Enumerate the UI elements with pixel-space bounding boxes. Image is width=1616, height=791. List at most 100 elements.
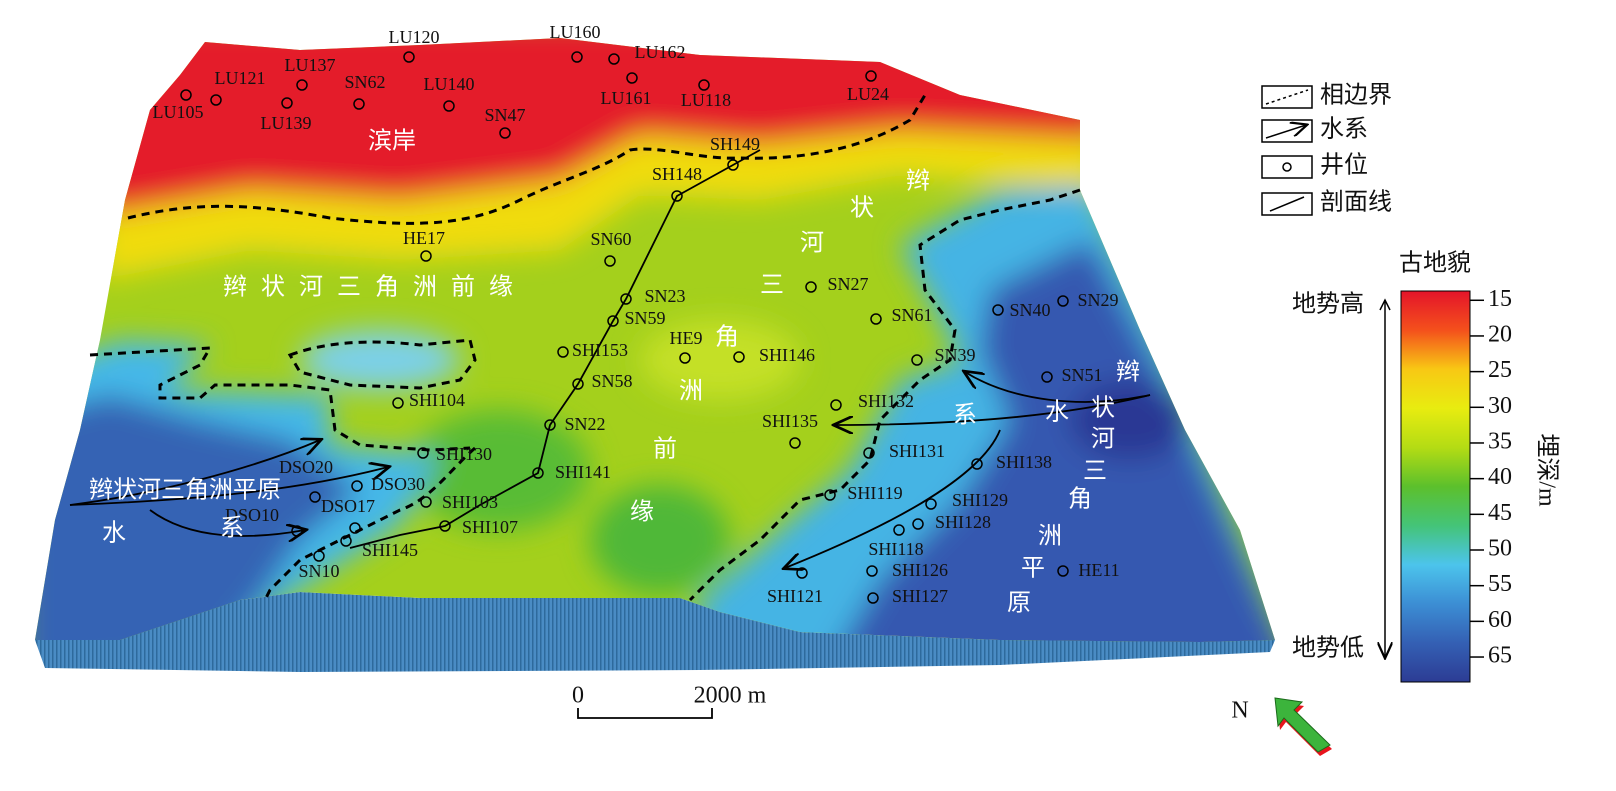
well-marker [789,437,801,449]
well-label: SHI131 [889,441,945,461]
facies-char: 洲 [679,379,703,405]
well-marker [420,250,432,262]
well-marker [911,354,923,366]
well-label: SHI107 [462,517,518,537]
well-label: SN51 [1061,365,1102,385]
facies-boundary [89,94,1081,602]
facies-char: 辫 [906,168,930,195]
well-label: LU160 [550,22,601,42]
facies-char: 状 [850,195,874,222]
well-marker [608,53,620,65]
well-marker [679,352,691,364]
well-label: HE9 [670,328,703,348]
colorbar-tick-label: 45 [1488,500,1512,526]
well-label: LU139 [261,113,312,133]
facies-char: 前 [653,436,677,463]
well-label: DSO10 [225,505,279,525]
well-label: LU24 [847,84,889,104]
well-marker [296,79,308,91]
well-marker [392,397,404,409]
well-marker [499,127,511,139]
well-marker [866,565,878,577]
well-label: SHI126 [892,560,948,580]
well-marker [893,524,905,536]
facies-label: 滨岸 [368,128,416,155]
well-label: SHI146 [759,345,815,365]
well-marker [532,467,544,479]
well-marker [824,489,836,501]
well-marker [1041,371,1053,383]
colorbar-tick-label: 30 [1488,393,1512,419]
scale-bar [577,708,713,719]
well-marker [210,94,222,106]
well-label: SHI119 [847,483,902,503]
water-system-label: 水 [102,520,126,547]
well-marker [830,399,842,411]
colorbar-tick-label: 65 [1488,643,1512,669]
well-marker [912,518,924,530]
colorbar-tick-label: 50 [1488,536,1512,562]
well-marker [353,98,365,110]
well-label: LU161 [601,88,652,108]
well-marker [291,525,303,537]
well-marker [733,351,745,363]
colorbar-tick-label: 20 [1488,321,1512,347]
well-label: LU137 [285,55,336,75]
well-marker [439,520,451,532]
facies-char: 辫 [1116,359,1140,386]
scale-end: 2000 m [694,683,767,709]
well-label: SHI138 [996,452,1052,472]
high-label: 地势高 [1292,291,1364,318]
facies-char: 状 [1091,395,1115,422]
well-label: SN59 [624,308,665,328]
well-marker [698,79,710,91]
colorbar-tick-label: 40 [1488,464,1512,490]
well-label: SHI118 [868,539,923,559]
well-marker [805,281,817,293]
colorbar-tick-label: 55 [1488,571,1512,597]
well-label: SN40 [1009,300,1050,320]
section-line [349,149,761,549]
well-marker [309,491,321,503]
well-label: SHI153 [572,340,628,360]
well-marker [420,496,432,508]
legend-label: 相边界 [1320,82,1392,109]
well-label: SN29 [1077,290,1118,310]
elevation-arrow-head [1379,298,1391,311]
well-label: HE17 [403,228,445,248]
well-label: SHI103 [442,492,498,512]
colorbar-title: 古地貌 [1399,250,1471,277]
well-marker [671,190,683,202]
well-marker [281,97,293,109]
well-label: DSO20 [279,457,333,477]
facies-char: 洲 [1038,524,1062,550]
well-marker [604,255,616,267]
facies-char: 原 [1007,591,1031,617]
well-label: SHI132 [858,391,914,411]
well-marker [925,498,937,510]
well-marker [626,72,638,84]
well-label: SN61 [891,305,932,325]
well-label: SHI104 [409,390,465,410]
water-system-label: 水 [1045,399,1069,426]
well-label: LU140 [424,74,475,94]
low-label: 地势低 [1292,635,1364,662]
colorbar-axis-label: 埋深/m [1533,433,1560,507]
well-marker [557,346,569,358]
well-label: SH148 [652,164,702,184]
well-label: SN39 [934,345,975,365]
well-label: HE11 [1078,560,1119,580]
facies-char: 河 [800,230,824,257]
well-marker [1057,295,1069,307]
well-label: SN10 [298,561,339,581]
well-label: SHI128 [935,512,991,532]
well-label: SHI135 [762,411,818,431]
facies-label: 辫状河三角洲平原 [89,477,281,504]
well-marker [796,567,808,579]
terrain-wall [35,592,1275,672]
well-marker [544,419,556,431]
well-marker [351,480,363,492]
well-label: SN60 [590,229,631,249]
well-marker [417,447,429,459]
